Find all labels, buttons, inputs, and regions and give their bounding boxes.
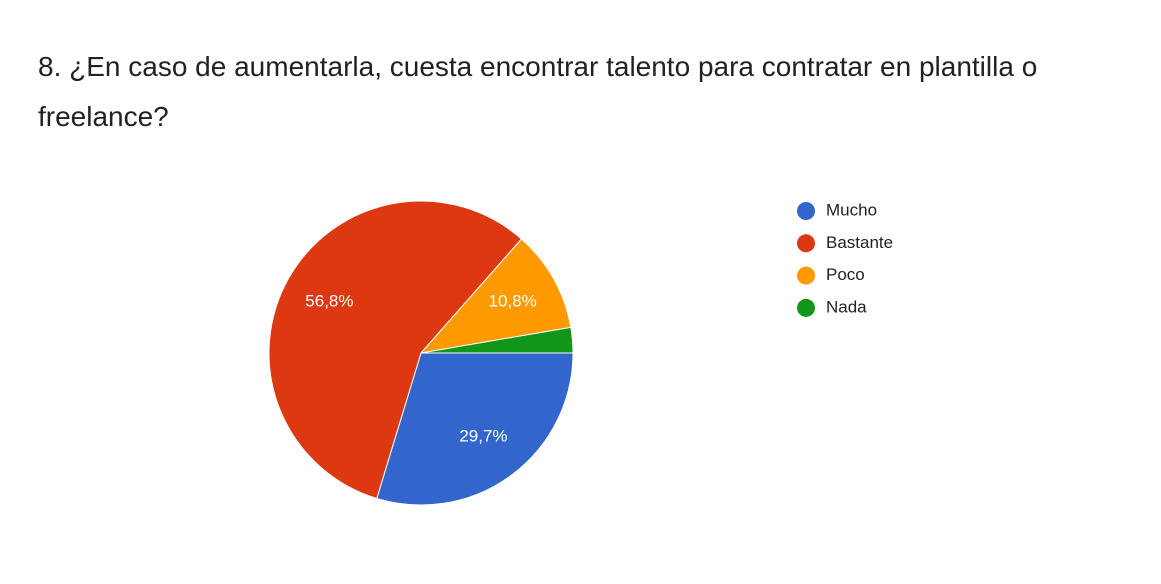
slice-label: 29,7%: [459, 427, 507, 446]
pie-slice: [376, 352, 574, 506]
legend-marker: [797, 266, 815, 285]
legend-marker: [797, 234, 815, 253]
pie-slice: [268, 200, 523, 500]
legend-marker: [797, 298, 815, 317]
pie-slice: [419, 238, 572, 354]
legend-label: Nada: [826, 297, 867, 316]
legend-label: Poco: [826, 265, 865, 284]
slice-label: 10,8%: [488, 291, 536, 310]
legend-label: Bastante: [826, 233, 893, 252]
chart-title: 8. ¿En caso de aumentarla, cuesta encont…: [38, 51, 1038, 132]
legend-marker: [797, 202, 815, 220]
slice-label: 56,8%: [305, 291, 353, 310]
pie-slice: [420, 326, 574, 354]
legend-label: Mucho: [826, 200, 877, 219]
